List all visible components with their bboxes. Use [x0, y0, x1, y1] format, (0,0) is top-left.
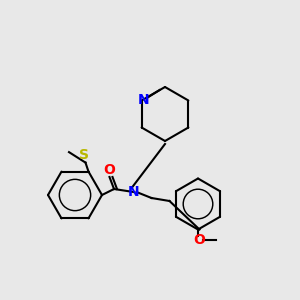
Text: N: N: [137, 94, 149, 107]
Text: N: N: [128, 185, 139, 199]
Text: S: S: [79, 148, 89, 162]
Text: O: O: [194, 233, 206, 247]
Text: O: O: [103, 163, 116, 176]
